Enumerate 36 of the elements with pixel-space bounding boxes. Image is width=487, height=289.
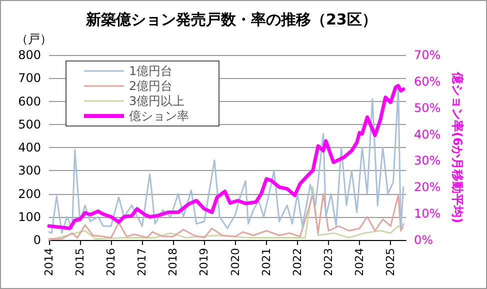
y-tick-label: 200 bbox=[18, 186, 41, 201]
y-tick-label: 800 bbox=[18, 48, 41, 62]
legend-label: 1億円台 bbox=[129, 64, 173, 78]
x-tick-label: 2021 bbox=[260, 248, 273, 276]
y2-tick-label: 10% bbox=[414, 206, 441, 221]
x-tick-label: 2014 bbox=[42, 248, 56, 276]
y-tick-label: 300 bbox=[18, 164, 41, 178]
x-tick-label: 2015 bbox=[74, 248, 87, 276]
y-tick-label: 100 bbox=[18, 210, 41, 224]
x-tick-label: 2025 bbox=[384, 248, 398, 276]
y-tick-label: 0 bbox=[33, 233, 41, 247]
y2-tick-label: 30% bbox=[414, 154, 441, 168]
legend-label: 3億円以上 bbox=[129, 94, 185, 108]
y2-axis-title: 億ション率(6か月移動平均) bbox=[450, 70, 465, 224]
x-tick-label: 2019 bbox=[198, 248, 211, 276]
y2-tick-label: 40% bbox=[414, 127, 441, 142]
y-tick-label: 400 bbox=[18, 140, 41, 154]
x-tick-label: 2022 bbox=[290, 248, 304, 276]
x-tick-label: 2020 bbox=[228, 248, 242, 276]
y2-tick-label: 0% bbox=[414, 233, 434, 247]
x-tick-label: 2024 bbox=[352, 248, 366, 276]
y2-tick-label: 60% bbox=[414, 74, 441, 88]
x-tick-label: 2023 bbox=[322, 248, 335, 276]
x-tick-label: 2018 bbox=[166, 248, 180, 276]
y2-tick-label: 20% bbox=[414, 180, 441, 194]
y2-tick-label: 50% bbox=[414, 100, 441, 115]
y-tick-label: 700 bbox=[18, 71, 41, 86]
y2-tick-label: 70% bbox=[414, 48, 441, 62]
chart-title: 新築億ション発売戸数・率の推移（23区） bbox=[85, 10, 377, 28]
legend-label: 億ション率 bbox=[129, 109, 189, 123]
y-tick-label: 500 bbox=[18, 117, 41, 132]
legend-label: 2億円台 bbox=[129, 79, 173, 93]
y-axis-title: （戸） bbox=[16, 32, 52, 46]
y-tick-label: 600 bbox=[18, 94, 41, 108]
x-tick-label: 2016 bbox=[104, 248, 118, 276]
x-tick-label: 2017 bbox=[136, 248, 149, 276]
